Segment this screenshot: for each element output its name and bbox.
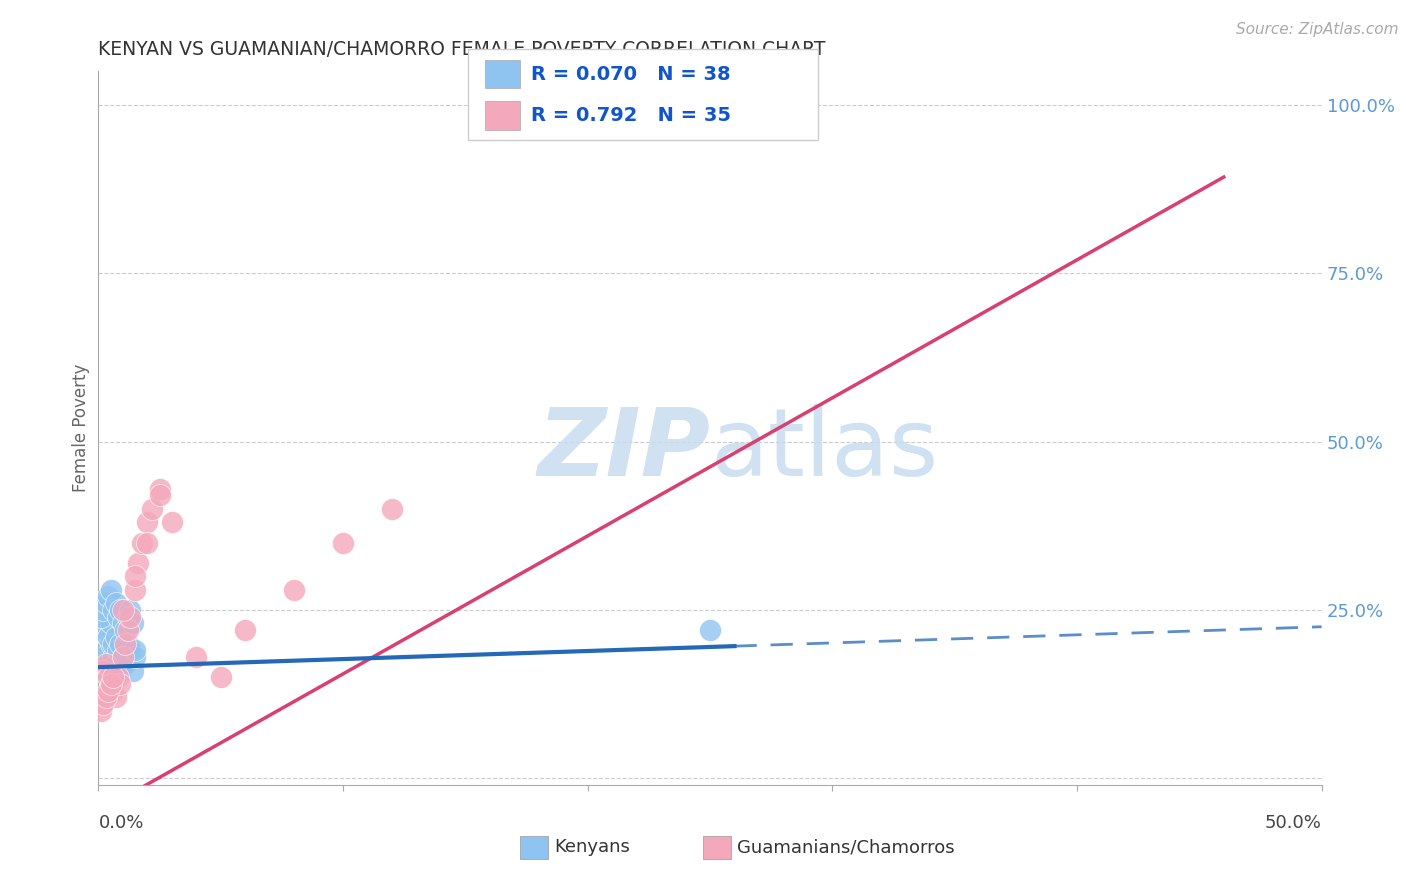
Point bbox=[104, 657, 127, 671]
Point bbox=[104, 630, 127, 644]
Point bbox=[94, 596, 117, 610]
Point bbox=[107, 670, 129, 684]
Point bbox=[107, 643, 129, 657]
Point bbox=[97, 657, 120, 671]
Point bbox=[97, 590, 120, 604]
Point bbox=[117, 637, 139, 651]
Point bbox=[107, 609, 129, 624]
Point bbox=[283, 582, 305, 597]
Point bbox=[114, 657, 136, 671]
Point bbox=[120, 643, 142, 657]
Point bbox=[381, 502, 404, 516]
Point bbox=[90, 609, 112, 624]
Point bbox=[114, 623, 136, 637]
Point bbox=[104, 690, 127, 705]
Text: R = 0.070   N = 38: R = 0.070 N = 38 bbox=[531, 64, 731, 84]
Point bbox=[94, 657, 117, 671]
Point bbox=[97, 630, 120, 644]
Point bbox=[120, 603, 142, 617]
Text: ZIP: ZIP bbox=[537, 403, 710, 496]
Text: Guamanians/Chamorros: Guamanians/Chamorros bbox=[737, 838, 955, 856]
Point bbox=[111, 616, 134, 631]
Point bbox=[114, 637, 136, 651]
Point bbox=[91, 697, 114, 711]
Point bbox=[141, 502, 163, 516]
Point bbox=[97, 683, 120, 698]
Point bbox=[110, 603, 132, 617]
Text: R = 0.792   N = 35: R = 0.792 N = 35 bbox=[531, 105, 731, 125]
Point bbox=[111, 650, 134, 665]
Point bbox=[110, 677, 132, 691]
Point bbox=[100, 637, 122, 651]
Point bbox=[91, 650, 114, 665]
Text: atlas: atlas bbox=[710, 403, 938, 496]
Point bbox=[107, 643, 129, 657]
Point bbox=[117, 623, 139, 637]
Point bbox=[91, 664, 114, 678]
Point bbox=[104, 596, 127, 610]
Point bbox=[101, 670, 124, 684]
Point bbox=[100, 616, 122, 631]
Point bbox=[101, 637, 124, 651]
Point bbox=[90, 704, 112, 718]
Point bbox=[101, 683, 124, 698]
Point bbox=[94, 690, 117, 705]
Point bbox=[117, 609, 139, 624]
Point bbox=[209, 670, 232, 684]
Point bbox=[149, 482, 172, 496]
Point bbox=[121, 616, 143, 631]
Text: Kenyans: Kenyans bbox=[554, 838, 630, 856]
Point bbox=[124, 643, 146, 657]
Text: Source: ZipAtlas.com: Source: ZipAtlas.com bbox=[1236, 22, 1399, 37]
Point bbox=[100, 677, 122, 691]
Point bbox=[136, 535, 159, 549]
Point bbox=[101, 650, 124, 665]
Point bbox=[111, 650, 134, 665]
Point bbox=[160, 516, 183, 530]
Point bbox=[100, 677, 122, 691]
Point bbox=[149, 488, 172, 502]
Point bbox=[111, 650, 134, 665]
Point bbox=[136, 516, 159, 530]
Point bbox=[91, 603, 114, 617]
Point bbox=[186, 650, 208, 665]
Text: KENYAN VS GUAMANIAN/CHAMORRO FEMALE POVERTY CORRELATION CHART: KENYAN VS GUAMANIAN/CHAMORRO FEMALE POVE… bbox=[98, 40, 825, 59]
Point bbox=[101, 603, 124, 617]
Point bbox=[110, 637, 132, 651]
Point bbox=[124, 569, 146, 583]
Point bbox=[110, 664, 132, 678]
Point bbox=[124, 650, 146, 665]
Point bbox=[94, 623, 117, 637]
Point bbox=[97, 670, 120, 684]
Y-axis label: Female Poverty: Female Poverty bbox=[72, 364, 90, 492]
Point bbox=[94, 643, 117, 657]
Point bbox=[127, 556, 149, 570]
Point bbox=[124, 582, 146, 597]
Text: 0.0%: 0.0% bbox=[98, 814, 143, 831]
Point bbox=[120, 609, 142, 624]
Point bbox=[131, 535, 153, 549]
Point bbox=[121, 664, 143, 678]
Point bbox=[100, 582, 122, 597]
Point bbox=[233, 623, 256, 637]
Text: 50.0%: 50.0% bbox=[1265, 814, 1322, 831]
Point bbox=[699, 623, 721, 637]
Point bbox=[111, 603, 134, 617]
Point bbox=[332, 535, 354, 549]
